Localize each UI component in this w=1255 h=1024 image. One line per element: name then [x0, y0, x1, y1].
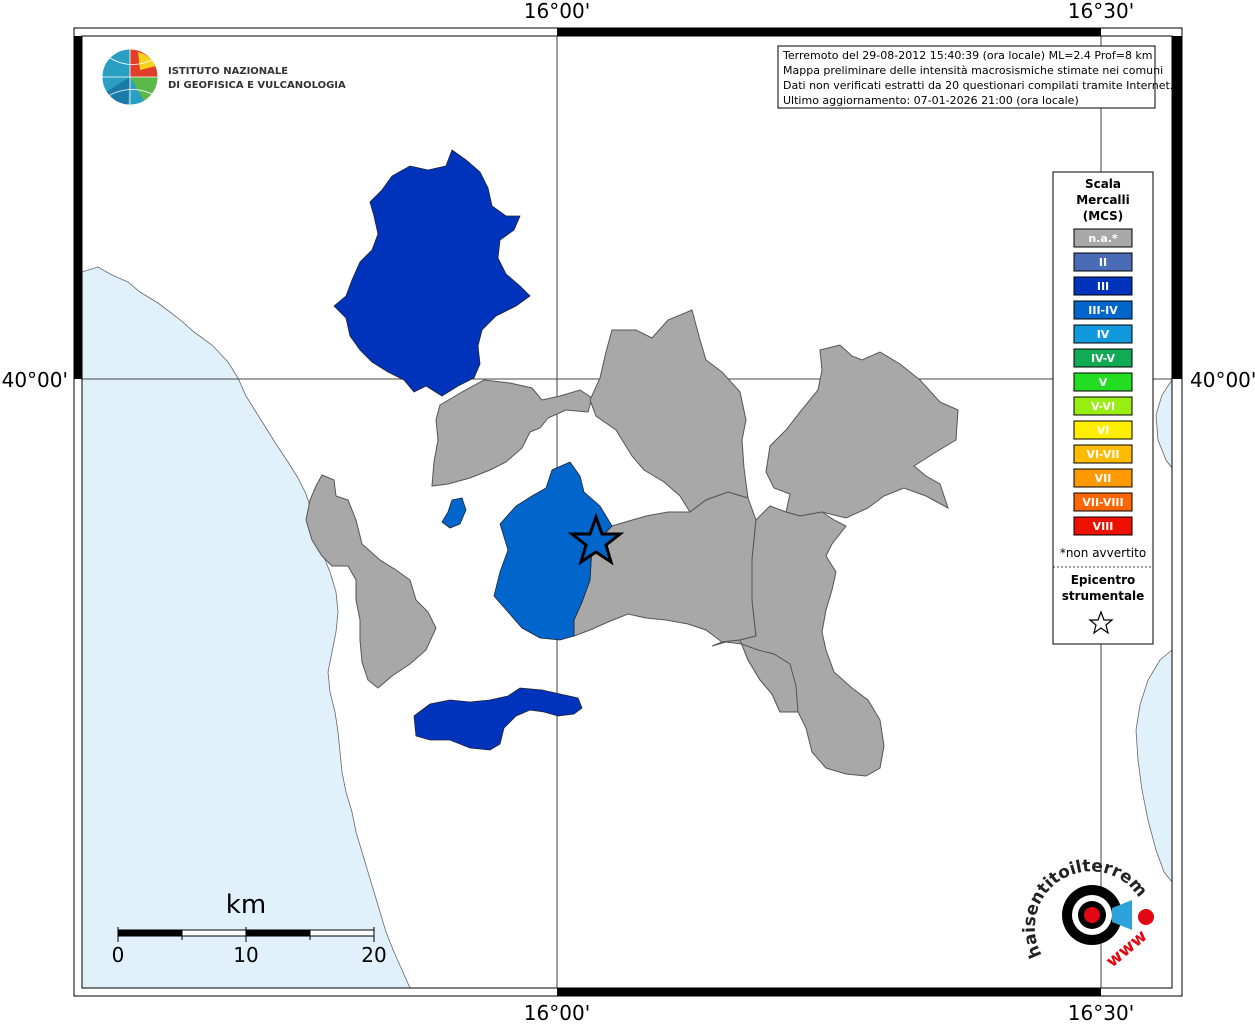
legend-label-0: n.a.*	[1088, 232, 1118, 245]
legend-swatch-8	[1073, 420, 1133, 440]
legend-swatch-3	[1073, 300, 1133, 320]
legend-note: *non avvertito	[1060, 546, 1146, 560]
legend-swatch-6	[1073, 372, 1133, 392]
legend-title-3: (MCS)	[1083, 209, 1124, 223]
frame-bar-left	[74, 36, 82, 379]
not-felt-areas	[305, 309, 959, 777]
info-box: Terremoto del 29-08-2012 15:40:39 (ora l…	[777, 45, 1173, 109]
legend-swatch-9	[1073, 444, 1133, 464]
lon-label-top-right: 16°30'	[1068, 0, 1134, 23]
legend-swatch-0	[1073, 228, 1133, 248]
info-line-3: Dati non verificati estratti da 20 quest…	[783, 79, 1173, 92]
sea-east	[1135, 649, 1173, 884]
legend-swatch-5	[1073, 348, 1133, 368]
epicenter-star	[567, 512, 625, 566]
lat-label-left: 40°00'	[2, 368, 68, 392]
logo-line-2: DI GEOFISICA E VULCANOLOGIA	[168, 80, 346, 91]
legend-label-10: VII	[1095, 472, 1112, 485]
legend-label-5: IV-V	[1091, 352, 1116, 365]
legend-title-1: Scala	[1085, 177, 1121, 191]
legend-label-11: VII-VIII	[1082, 496, 1123, 509]
frame-bar-top	[557, 28, 1101, 36]
scale-tick-0: 0	[112, 943, 125, 967]
legend: Scala Mercalli (MCS) n.a.*IIIIIIII-IVIVI…	[1052, 171, 1154, 645]
frame-bar-bottom	[557, 988, 1101, 996]
legend-title-2: Mercalli	[1076, 193, 1130, 207]
ingv-logo: ISTITUTO NAZIONALE DI GEOFISICA E VULCAN…	[101, 48, 346, 106]
lat-label-right: 40°00'	[1190, 368, 1255, 392]
intensity-III-IV-areas	[441, 461, 613, 641]
frame-bar-right	[1172, 36, 1182, 379]
logo-line-1: ISTITUTO NAZIONALE	[168, 66, 288, 77]
legend-swatch-12	[1073, 516, 1133, 536]
municipality-not-felt-7	[305, 474, 437, 689]
lon-label-bottom-right: 16°30'	[1068, 1001, 1134, 1024]
municipality-not-felt-6	[711, 639, 799, 713]
watermark-question-icon	[1138, 909, 1154, 925]
legend-swatch-2	[1073, 276, 1133, 296]
info-line-2: Mappa preliminare delle intensità macros…	[783, 64, 1163, 77]
legend-label-8: VI	[1097, 424, 1110, 437]
lon-label-top-left: 16°00'	[524, 0, 590, 23]
legend-label-12: VIII	[1093, 520, 1114, 533]
municipality-intensity-III-IV-small	[441, 497, 467, 529]
municipality-not-felt-3	[765, 344, 959, 519]
municipality-intensity-III-north	[333, 149, 531, 397]
info-line-4: Ultimo aggiornamento: 07-01-2026 21:00 (…	[783, 94, 1079, 107]
legend-label-1: II	[1099, 256, 1107, 269]
legend-label-9: VI-VII	[1086, 448, 1119, 461]
legend-star-icon	[1088, 610, 1114, 635]
legend-epicenter-2: strumentale	[1062, 589, 1145, 603]
legend-swatch-1	[1073, 252, 1133, 272]
legend-swatch-4	[1073, 324, 1133, 344]
scale-tick-10: 10	[233, 943, 258, 967]
watermark-megaphone-icon	[1112, 900, 1132, 930]
legend-label-4: IV	[1097, 328, 1110, 341]
legend-label-6: V	[1099, 376, 1108, 389]
sea-west	[81, 266, 411, 989]
info-line-1: Terremoto del 29-08-2012 15:40:39 (ora l…	[782, 49, 1153, 62]
scale-bar: km 0 10 20	[112, 890, 387, 967]
legend-swatch-7	[1073, 396, 1133, 416]
legend-label-2: III	[1097, 280, 1109, 293]
legend-items: n.a.*IIIIIIII-IVIVIV-VVV-VIVIVI-VIIVIIVI…	[1073, 228, 1133, 536]
scale-tick-20: 20	[361, 943, 386, 967]
legend-swatch-10	[1073, 468, 1133, 488]
scale-unit: km	[226, 890, 266, 920]
legend-label-7: V-VI	[1091, 400, 1115, 413]
lon-label-bottom-left: 16°00'	[524, 1001, 590, 1024]
legend-swatch-11	[1073, 492, 1133, 512]
legend-label-3: III-IV	[1088, 304, 1118, 317]
municipality-intensity-III-IV	[493, 461, 613, 641]
municipality-intensity-III-south	[413, 687, 583, 751]
intensity-III-areas	[333, 149, 583, 751]
municipality-not-felt-1	[431, 379, 593, 487]
legend-epicenter-1: Epicentro	[1071, 573, 1136, 587]
